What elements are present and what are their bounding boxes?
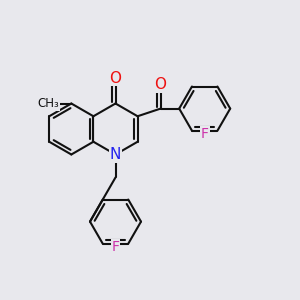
- Text: F: F: [201, 127, 209, 141]
- Text: O: O: [110, 70, 122, 86]
- Text: N: N: [110, 147, 121, 162]
- Text: O: O: [154, 77, 166, 92]
- Text: F: F: [112, 240, 119, 254]
- Text: CH₃: CH₃: [38, 97, 59, 110]
